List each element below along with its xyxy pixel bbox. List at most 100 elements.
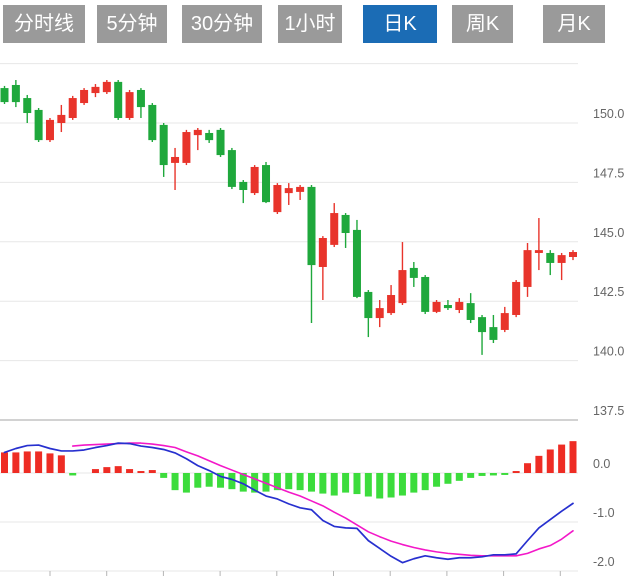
tab-30min[interactable]: 30分钟 (182, 5, 262, 43)
candle-body[interactable] (125, 92, 134, 119)
macd-histogram-bar (182, 473, 190, 493)
candle-body[interactable] (273, 185, 282, 213)
candle-body[interactable] (375, 308, 384, 319)
macd-histogram-bar (353, 473, 361, 495)
tab-1hour[interactable]: 1小时 (278, 5, 342, 43)
macd-histogram-bar (251, 473, 259, 493)
candle-body[interactable] (557, 255, 566, 263)
macd-histogram-bar (23, 451, 31, 473)
dif-line (3, 442, 574, 564)
macd-histogram-bar (489, 473, 497, 476)
macd-histogram-bar (12, 452, 20, 473)
candle-body[interactable] (466, 303, 475, 320)
macd-histogram-bar (376, 473, 384, 499)
candle-body[interactable] (68, 98, 77, 119)
macd-histogram-bar (421, 473, 429, 491)
macd-histogram-bar (398, 473, 406, 496)
candle-body[interactable] (398, 270, 407, 304)
candle-body[interactable] (330, 213, 339, 245)
candle-body[interactable] (409, 267, 418, 278)
candle-body[interactable] (227, 150, 236, 187)
macd-histogram-bar (262, 473, 270, 492)
candle-body[interactable] (443, 305, 452, 309)
candle-body[interactable] (455, 301, 464, 310)
macd-histogram-bar (103, 467, 111, 473)
candle-body[interactable] (193, 129, 202, 136)
price-axis-label: 142.5 (593, 285, 624, 299)
candle-body[interactable] (159, 124, 168, 166)
macd-histogram-bar (467, 473, 475, 478)
candle-body[interactable] (546, 252, 555, 263)
macd-histogram-bar (239, 473, 247, 492)
candle-body[interactable] (45, 119, 54, 141)
tab-weekly-k[interactable]: 周K (452, 5, 513, 43)
candle-body[interactable] (318, 237, 327, 267)
candle-body[interactable] (569, 252, 577, 258)
candle-body[interactable] (341, 214, 350, 234)
price-axis-label: 145.0 (593, 226, 624, 240)
interval-tabbar: 分时线 5分钟 30分钟 1小时 日K 周K 月K (3, 5, 605, 43)
macd-histogram-bar (342, 473, 350, 493)
candle-body[interactable] (136, 89, 145, 108)
macd-histogram-bar (217, 473, 225, 488)
tab-timeline[interactable]: 分时线 (3, 5, 85, 43)
dea-line (71, 442, 574, 557)
candle-body[interactable] (352, 229, 361, 297)
macd-histogram-bar (148, 470, 156, 473)
price-axis-label: 150.0 (593, 107, 624, 121)
candle-body[interactable] (512, 281, 521, 315)
candle-body[interactable] (489, 327, 498, 340)
candle-body[interactable] (91, 86, 100, 94)
macd-histogram-bar (205, 473, 213, 487)
macd-histogram-bar (296, 473, 304, 491)
tab-5min[interactable]: 5分钟 (97, 5, 167, 43)
candle-body[interactable] (205, 132, 214, 141)
macd-histogram-bar (35, 451, 43, 473)
candle-body[interactable] (296, 186, 305, 192)
macd-histogram-bar (285, 473, 293, 490)
candle-body[interactable] (0, 88, 9, 103)
candle-body[interactable] (239, 181, 248, 191)
macd-histogram-bar (46, 453, 54, 473)
candle-body[interactable] (148, 104, 157, 141)
candle-body[interactable] (171, 156, 180, 163)
candle-body[interactable] (432, 301, 441, 312)
candle-body[interactable] (23, 98, 32, 114)
candle-body[interactable] (500, 313, 509, 330)
candle-body[interactable] (534, 250, 543, 253)
macd-histogram-bar (126, 469, 134, 473)
tab-monthly-k[interactable]: 月K (543, 5, 605, 43)
candle-body[interactable] (387, 295, 396, 314)
macd-histogram-bar (69, 473, 77, 476)
macd-histogram-bar (330, 473, 338, 496)
candle-body[interactable] (114, 81, 123, 119)
tab-daily-k[interactable]: 日K (363, 5, 437, 43)
macd-axis-label: -1.0 (593, 506, 615, 520)
macd-histogram-bar (171, 473, 179, 491)
candle-body[interactable] (216, 129, 225, 156)
candle-body[interactable] (523, 250, 532, 287)
macd-histogram-bar (455, 473, 463, 481)
macd-histogram-bar (535, 455, 543, 473)
macd-histogram-bar (558, 444, 566, 473)
candle-body[interactable] (182, 132, 191, 163)
candle-body[interactable] (307, 186, 316, 266)
macd-histogram-bar (160, 473, 168, 478)
macd-histogram-bar (410, 473, 418, 493)
candle-body[interactable] (262, 165, 271, 203)
macd-histogram-bar (387, 473, 395, 498)
candle-body[interactable] (284, 188, 293, 194)
macd-histogram-bar (307, 473, 315, 492)
candle-body[interactable] (250, 166, 259, 194)
candle-body[interactable] (34, 109, 43, 141)
candle-body[interactable] (102, 81, 111, 93)
candle-body[interactable] (57, 114, 66, 123)
candle-body[interactable] (478, 317, 487, 333)
candle-body[interactable] (80, 89, 89, 104)
candle-body[interactable] (421, 276, 430, 312)
macd-histogram-bar (273, 473, 281, 491)
candle-body[interactable] (364, 291, 373, 319)
candle-body[interactable] (11, 84, 20, 103)
